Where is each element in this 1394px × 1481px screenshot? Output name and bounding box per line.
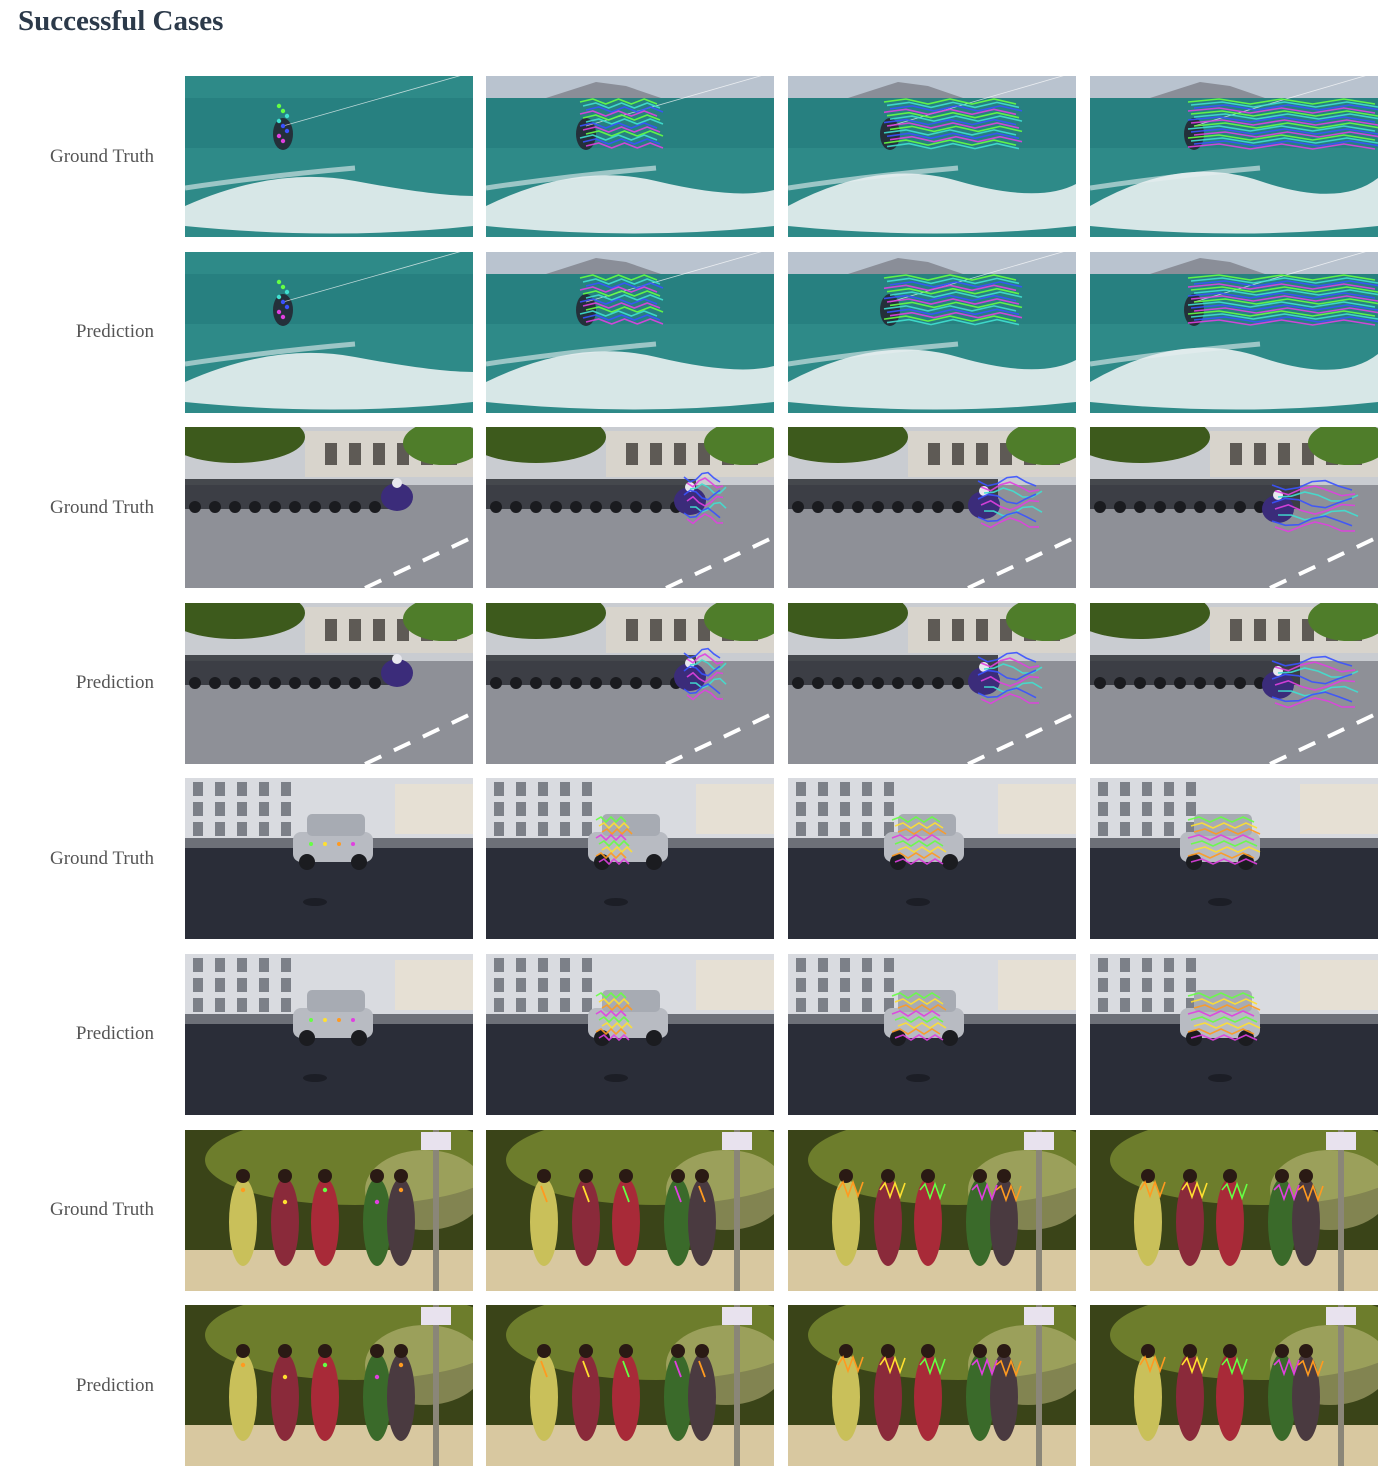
result-row: Ground Truth (0, 427, 1394, 589)
motorcycle-pred-frame-1 (185, 602, 473, 764)
result-row: Prediction (0, 1305, 1394, 1467)
result-row: Ground Truth (0, 76, 1394, 237)
crowd-pred-frame-1 (185, 1305, 473, 1467)
row-label: Ground Truth (50, 847, 154, 869)
row-label: Prediction (75, 321, 154, 343)
row-label: Ground Truth (50, 1199, 154, 1221)
kitesurfer-pred-frame-2 (486, 251, 774, 413)
result-row: Prediction (0, 953, 1394, 1115)
result-row: Ground Truth (0, 778, 1394, 940)
crowd-pred-frame-3 (788, 1305, 1076, 1467)
car-gt-frame-3 (788, 778, 1076, 940)
motorcycle-gt-frame-2 (486, 427, 774, 589)
car-pred-frame-3 (788, 953, 1076, 1115)
crowd-gt-frame-4 (1090, 1129, 1378, 1291)
car-gt-frame-4 (1090, 778, 1378, 940)
section-title: Successful Cases (18, 5, 224, 37)
kitesurfer-gt-frame-2 (486, 76, 774, 237)
crowd-gt-frame-1 (185, 1129, 473, 1291)
kitesurfer-pred-frame-3 (788, 251, 1076, 413)
row-label: Ground Truth (50, 145, 154, 167)
row-label: Prediction (75, 1023, 154, 1045)
result-row: Prediction (0, 251, 1394, 413)
car-pred-frame-1 (185, 953, 473, 1115)
car-pred-frame-2 (486, 953, 774, 1115)
result-row: Prediction (0, 602, 1394, 764)
motorcycle-gt-frame-4 (1090, 427, 1378, 589)
motorcycle-pred-frame-2 (486, 602, 774, 764)
crowd-pred-frame-2 (486, 1305, 774, 1467)
crowd-pred-frame-4 (1090, 1305, 1378, 1467)
results-grid: Ground Truth Prediction Ground Truth Predic… (0, 76, 1394, 1481)
kitesurfer-gt-frame-1 (185, 76, 473, 237)
motorcycle-gt-frame-1 (185, 427, 473, 589)
kitesurfer-gt-frame-4 (1090, 76, 1378, 237)
car-gt-frame-2 (486, 778, 774, 940)
kitesurfer-pred-frame-4 (1090, 251, 1378, 413)
motorcycle-pred-frame-3 (788, 602, 1076, 764)
result-row: Ground Truth (0, 1129, 1394, 1291)
car-pred-frame-4 (1090, 953, 1378, 1115)
kitesurfer-gt-frame-3 (788, 76, 1076, 237)
crowd-gt-frame-3 (788, 1129, 1076, 1291)
car-gt-frame-1 (185, 778, 473, 940)
kitesurfer-pred-frame-1 (185, 251, 473, 413)
motorcycle-pred-frame-4 (1090, 602, 1378, 764)
row-label: Prediction (75, 672, 154, 694)
row-label: Prediction (75, 1374, 154, 1396)
row-label: Ground Truth (50, 496, 154, 518)
motorcycle-gt-frame-3 (788, 427, 1076, 589)
crowd-gt-frame-2 (486, 1129, 774, 1291)
